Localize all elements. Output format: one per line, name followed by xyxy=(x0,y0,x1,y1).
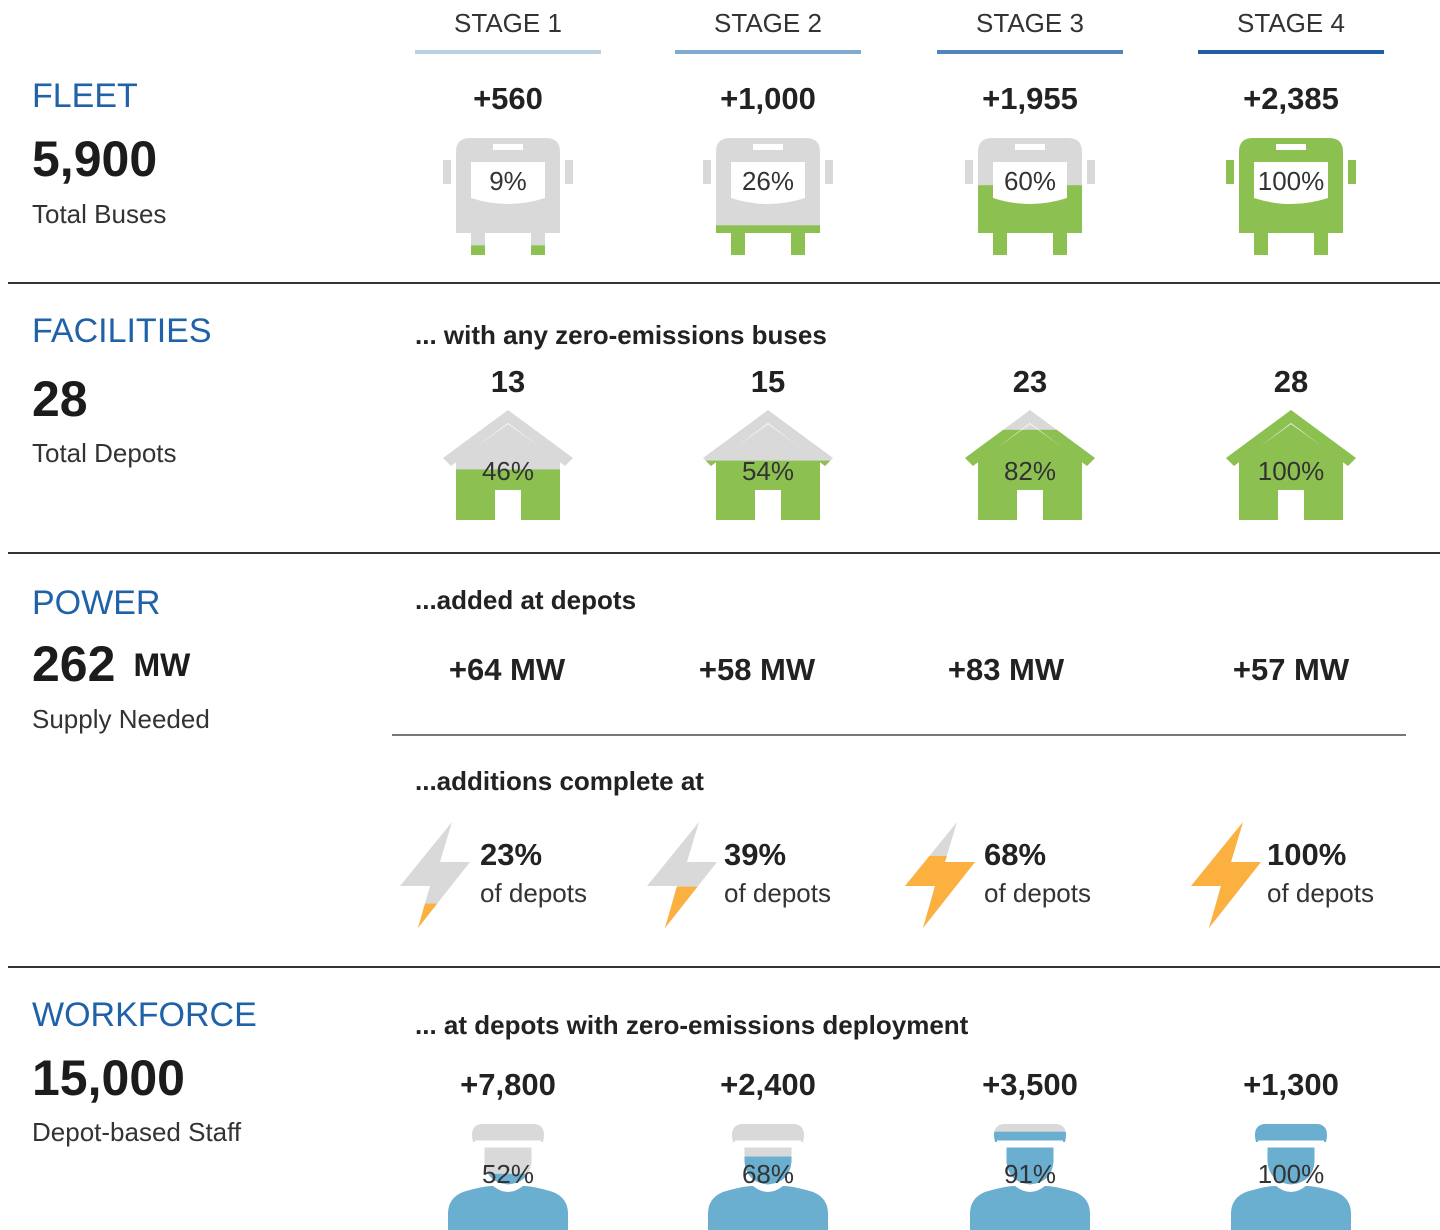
icon-fill xyxy=(703,225,833,255)
percent-label: 68% xyxy=(984,837,1046,872)
count: +2,385 xyxy=(1243,81,1339,116)
percent-label: 100% xyxy=(1258,456,1325,486)
percent-label: 60% xyxy=(1004,166,1056,196)
caption: Total Depots xyxy=(32,438,177,468)
stage-underline xyxy=(415,50,601,54)
section-title: FACILITIES xyxy=(32,312,212,350)
percent-label: 82% xyxy=(1004,456,1056,486)
total: 15,000 xyxy=(32,1050,185,1106)
count: +560 xyxy=(473,81,543,116)
icon-outline xyxy=(1258,1140,1324,1188)
section-title: FLEET xyxy=(32,77,138,115)
stage-label: STAGE 2 xyxy=(714,8,822,38)
count: 28 xyxy=(1274,364,1308,399)
percent-label: 26% xyxy=(742,166,794,196)
icon-outline xyxy=(735,1140,801,1188)
caption: Total Buses xyxy=(32,199,166,229)
power-addition: +58 MW xyxy=(699,652,816,687)
count: +7,800 xyxy=(460,1067,556,1102)
power-addition: +64 MW xyxy=(449,652,566,687)
power-addition: +83 MW xyxy=(948,652,1065,687)
icon-base xyxy=(400,822,470,928)
icon-fill xyxy=(400,903,470,928)
bolt-icon xyxy=(905,822,975,928)
icon-detail xyxy=(1254,144,1328,204)
power-addition: +57 MW xyxy=(1233,652,1350,687)
total-value: 262 xyxy=(32,636,115,692)
count: 15 xyxy=(751,364,785,399)
stage-underline xyxy=(937,50,1123,54)
icon-detail xyxy=(993,144,1067,204)
caption: of depots xyxy=(480,878,587,908)
section-title: WORKFORCE xyxy=(32,996,257,1034)
stage-label: STAGE 3 xyxy=(976,8,1084,38)
bolt-icon xyxy=(647,822,717,928)
icon-outline xyxy=(475,1140,541,1188)
subtitle: ... at depots with zero-emissions deploy… xyxy=(415,1010,969,1040)
percent-label: 100% xyxy=(1267,837,1346,872)
caption: Depot-based Staff xyxy=(32,1117,242,1147)
percent-label: 9% xyxy=(489,166,527,196)
icon-outline xyxy=(997,1140,1063,1188)
subtitle: ...added at depots xyxy=(415,585,636,615)
icon-detail xyxy=(495,490,521,520)
icon-fill xyxy=(905,855,975,928)
icon-base xyxy=(647,822,717,928)
total: 262 MW xyxy=(32,636,191,692)
icon-fill xyxy=(1191,822,1261,928)
count: +3,500 xyxy=(982,1067,1078,1102)
caption: Supply Needed xyxy=(32,704,210,734)
icon-detail xyxy=(471,144,545,204)
percent-label: 91% xyxy=(1004,1159,1056,1189)
count: +2,400 xyxy=(720,1067,816,1102)
icon-detail xyxy=(731,144,805,204)
stage-label: STAGE 1 xyxy=(454,8,562,38)
count: +1,300 xyxy=(1243,1067,1339,1102)
total: 28 xyxy=(32,371,88,427)
icon-fill xyxy=(443,245,573,255)
bolt-icon xyxy=(1191,822,1261,928)
unit: MW xyxy=(133,647,191,683)
icon-detail xyxy=(755,490,781,520)
icon-fill xyxy=(647,886,717,928)
percent-label: 52% xyxy=(482,1159,534,1189)
caption: of depots xyxy=(724,878,831,908)
total: 5,900 xyxy=(32,131,157,187)
icon-detail xyxy=(1017,490,1043,520)
count: 23 xyxy=(1013,364,1047,399)
percent-label: 39% xyxy=(724,837,786,872)
percent-label: 100% xyxy=(1258,1159,1325,1189)
percent-label: 23% xyxy=(480,837,542,872)
stage-underline xyxy=(1198,50,1384,54)
count: +1,000 xyxy=(720,81,816,116)
subtitle: ... with any zero-emissions buses xyxy=(415,320,827,350)
caption: of depots xyxy=(1267,878,1374,908)
count: 13 xyxy=(491,364,525,399)
stage-underline xyxy=(675,50,861,54)
percent-label: 100% xyxy=(1258,166,1325,196)
stage-label: STAGE 4 xyxy=(1237,8,1345,38)
icon-detail xyxy=(1278,490,1304,520)
section-title: POWER xyxy=(32,584,160,622)
subtitle: ...additions complete at xyxy=(415,766,704,796)
bolt-icon xyxy=(400,822,470,928)
caption: of depots xyxy=(984,878,1091,908)
percent-label: 46% xyxy=(482,456,534,486)
percent-label: 68% xyxy=(742,1159,794,1189)
percent-label: 54% xyxy=(742,456,794,486)
count: +1,955 xyxy=(982,81,1078,116)
